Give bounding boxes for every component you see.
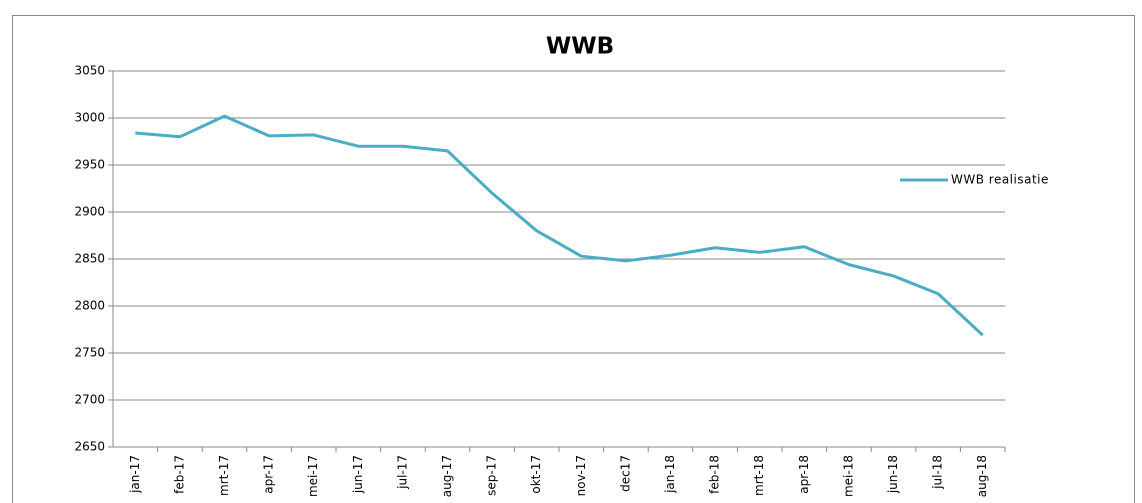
y-tick-label: 2800 bbox=[74, 299, 105, 313]
y-tick-label: 3000 bbox=[74, 111, 105, 125]
y-tick-label: 2900 bbox=[74, 205, 105, 219]
x-tick-label: aug-18 bbox=[975, 455, 989, 497]
x-tick-label: nov-17 bbox=[574, 455, 588, 496]
x-tick-label: jan-18 bbox=[663, 455, 677, 494]
x-tick-label: jul-18 bbox=[931, 455, 945, 490]
y-tick-label: 2950 bbox=[74, 158, 105, 172]
x-tick-label: mei-17 bbox=[306, 455, 320, 497]
x-tick-label: feb-18 bbox=[708, 455, 722, 494]
x-tick-label: apr-18 bbox=[797, 455, 811, 494]
x-tick-label: mrt-17 bbox=[217, 455, 231, 496]
y-tick-label: 3050 bbox=[74, 64, 105, 78]
x-tick-label: jun-17 bbox=[351, 455, 365, 494]
x-tick-label: okt-17 bbox=[529, 455, 543, 494]
y-tick-label: 2850 bbox=[74, 252, 105, 266]
y-tick-label: 2650 bbox=[74, 440, 105, 454]
x-tick-label: jun-18 bbox=[886, 455, 900, 494]
x-tick-label: mrt-18 bbox=[752, 455, 766, 496]
x-tick-label: jan-17 bbox=[128, 455, 142, 494]
x-tick-label: feb-17 bbox=[172, 455, 186, 494]
chart-title: WWB bbox=[546, 34, 614, 60]
data-line bbox=[135, 114, 984, 337]
x-tick-label: sep-17 bbox=[485, 455, 499, 496]
x-tick-label: apr-17 bbox=[262, 455, 276, 494]
x-tick-label: mei-18 bbox=[841, 455, 855, 497]
y-tick-label: 2700 bbox=[74, 393, 105, 407]
x-tick-label: dec17 bbox=[618, 455, 632, 492]
x-tick-label: jul-17 bbox=[395, 455, 409, 490]
y-tick-label: 2750 bbox=[74, 346, 105, 360]
x-tick-label: aug-17 bbox=[440, 455, 454, 497]
legend-label: WWB realisatie bbox=[951, 173, 1049, 187]
